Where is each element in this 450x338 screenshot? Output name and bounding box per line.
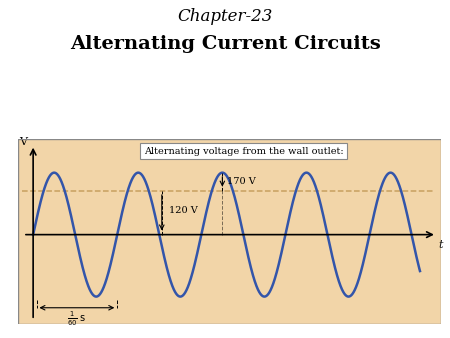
Text: 120 V: 120 V	[169, 206, 197, 215]
Text: V: V	[19, 137, 27, 147]
Text: $\frac{1}{60}$ s: $\frac{1}{60}$ s	[67, 310, 87, 329]
Text: t: t	[439, 240, 443, 249]
Text: Alternating voltage from the wall outlet:: Alternating voltage from the wall outlet…	[144, 147, 343, 155]
Text: Alternating Current Circuits: Alternating Current Circuits	[70, 35, 380, 53]
Text: Chapter-23: Chapter-23	[177, 8, 273, 25]
Text: 170 V: 170 V	[227, 177, 256, 186]
